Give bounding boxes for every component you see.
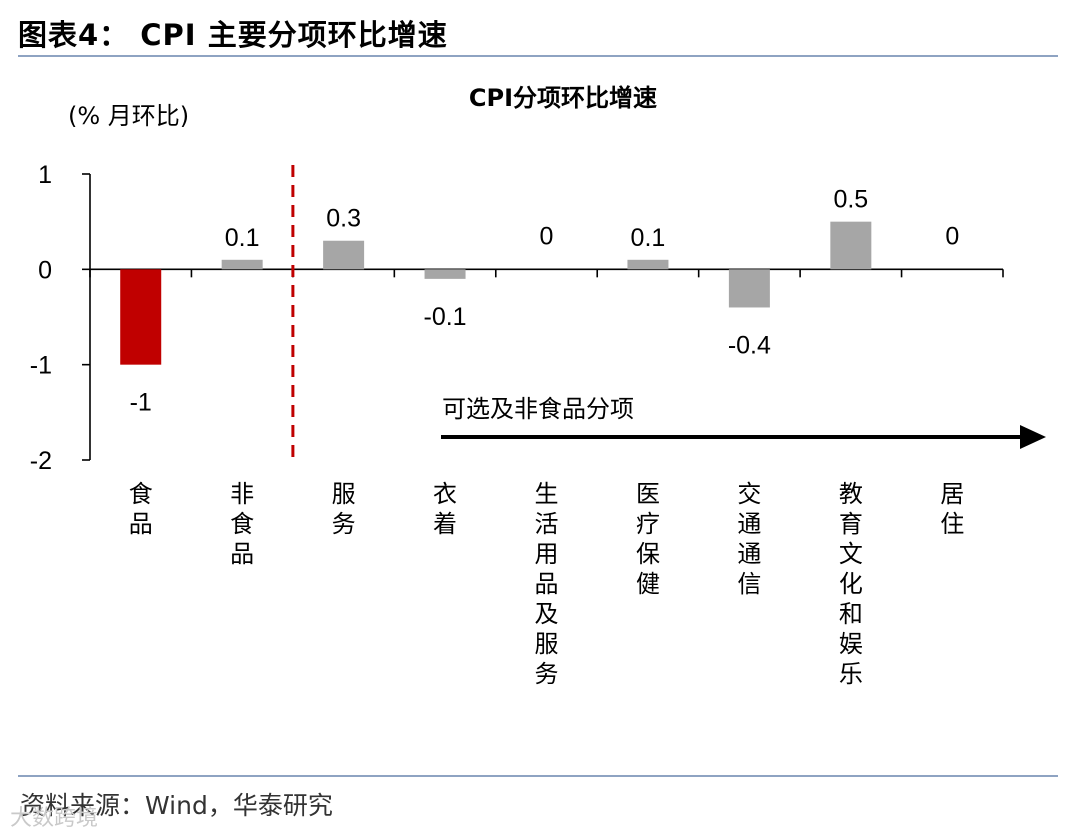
category-label: 服务 — [332, 480, 356, 538]
watermark: 大数跨境 — [10, 806, 99, 831]
figure-title: 图表4： CPI 主要分项环比增速 — [18, 18, 448, 52]
category-label: 医疗保健 — [636, 480, 660, 598]
bar — [120, 269, 162, 365]
bar — [221, 259, 263, 270]
y-tick-label: -2 — [30, 447, 52, 475]
bar — [424, 269, 466, 279]
value-label: -1 — [130, 389, 152, 417]
y-axis-label: (% 月环比) — [68, 102, 189, 130]
source-note: 资料来源：Wind，华泰研究 — [20, 791, 333, 820]
cpi-bar-chart: CPI分项环比增速 (% 月环比) 1 0 -1 -2 -1 0.1 0.3 -0.1 0 0.… — [30, 84, 1046, 688]
category-label: 衣着 — [433, 480, 457, 538]
bars — [120, 165, 872, 462]
category-label: 教育文化和娱乐 — [839, 480, 863, 688]
value-label: 0.3 — [326, 205, 361, 233]
value-label: 0.5 — [833, 186, 868, 214]
value-label: 0 — [945, 222, 959, 250]
value-labels: -1 0.1 0.3 -0.1 0 0.1 -0.4 0.5 0 — [130, 186, 960, 417]
y-axis: 1 0 -1 -2 — [30, 161, 1004, 475]
y-tick-label: -1 — [30, 352, 52, 380]
value-label: -0.4 — [728, 331, 771, 359]
bar — [323, 240, 365, 270]
value-label: 0.1 — [225, 224, 260, 252]
category-label: 非食品 — [230, 480, 254, 568]
title-rule — [18, 55, 1058, 57]
chart-title: CPI分项环比增速 — [469, 84, 657, 112]
category-label: 食品 — [129, 480, 153, 538]
value-label: 0.1 — [631, 224, 666, 252]
bar — [830, 221, 872, 270]
category-labels: 食品 非食品 服务 衣着 生活用品及服务 医疗保健 交通通信 教育文化和娱乐 居住 — [129, 480, 965, 688]
value-label: -0.1 — [424, 303, 467, 331]
bar — [728, 269, 770, 308]
category-label: 居住 — [940, 480, 964, 538]
annotation-arrow-head — [1020, 425, 1046, 449]
annotation-text: 可选及非食品分项 — [442, 395, 634, 423]
category-label: 交通通信 — [737, 480, 761, 598]
bar — [627, 259, 669, 270]
y-tick-label: 0 — [38, 256, 52, 284]
footer-rule — [18, 775, 1058, 777]
value-label: 0 — [540, 222, 554, 250]
category-label: 生活用品及服务 — [535, 480, 559, 688]
y-tick-label: 1 — [38, 161, 52, 189]
annotation: 可选及非食品分项 — [441, 395, 1046, 449]
